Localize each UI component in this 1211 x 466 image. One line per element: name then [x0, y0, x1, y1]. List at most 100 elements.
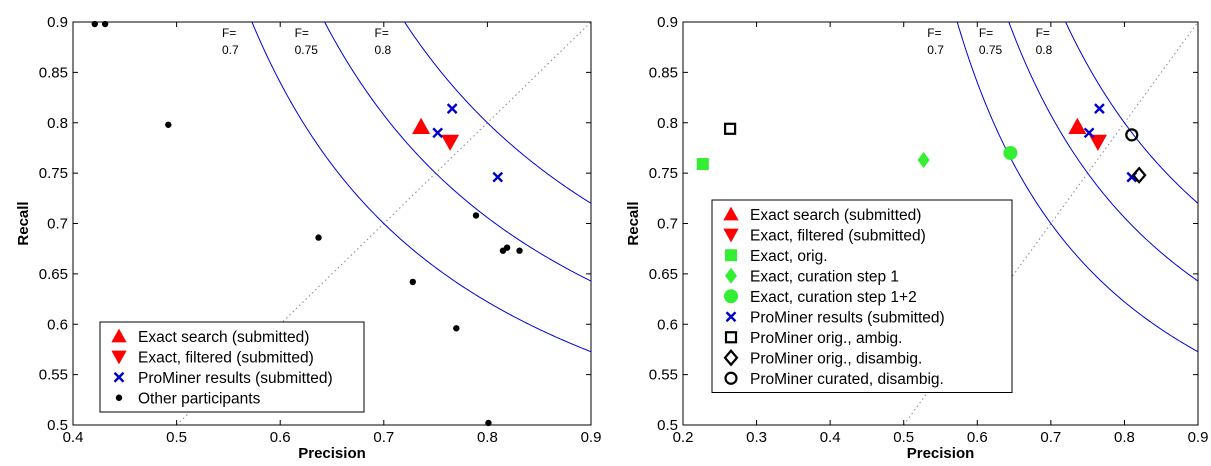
data-point	[917, 152, 930, 169]
x-tick-label: 0.5	[893, 429, 914, 446]
legend-label: Exact, curation step 1+2	[750, 289, 917, 306]
y-tick-label: 0.75	[649, 165, 678, 182]
data-point	[503, 244, 511, 251]
legend-label: Exact, curation step 1	[750, 268, 899, 285]
x-tick-label: 0.6	[270, 429, 291, 446]
x-tick-label: 0.8	[477, 429, 498, 446]
y-axis-label: Recall	[15, 201, 32, 245]
data-point	[101, 20, 109, 28]
data-point	[485, 419, 492, 427]
y-tick-label: 0.6	[47, 316, 68, 333]
data-point	[91, 20, 98, 28]
x-tick-label: 0.9	[581, 429, 602, 446]
data-point	[1003, 145, 1018, 160]
f-curve-0.75	[324, 22, 591, 282]
f-label: F=	[375, 26, 389, 40]
y-tick-label: 0.65	[39, 266, 68, 283]
y-tick-label: 0.8	[657, 115, 678, 132]
right-scatter-chart: F= 0.7 F= 0.75 F= 0.8 0.2 0.3 0.4 0.5 0.6 0.7 0.8 0.9…	[625, 14, 1208, 462]
data-point	[441, 134, 460, 151]
legend-label: Exact search (submitted)	[138, 329, 309, 346]
x-tick-label: 0.6	[967, 429, 988, 446]
x-tick-label: 0.7	[373, 429, 394, 446]
legend-marker	[724, 289, 738, 304]
legend-label: Exact search (submitted)	[750, 207, 921, 224]
y-tick-label: 0.9	[47, 14, 68, 31]
f-label-value: 0.75	[979, 43, 1003, 57]
data-point	[315, 234, 322, 241]
data-point	[446, 103, 458, 114]
f-label: F=	[927, 26, 941, 40]
legend-marker	[725, 311, 737, 323]
y-tick-label: 0.85	[649, 64, 678, 81]
data-point	[412, 117, 431, 134]
legend-marker	[723, 206, 739, 221]
f-label: F=	[295, 26, 309, 40]
legend-marker	[115, 394, 123, 401]
f-label-value: 0.8	[375, 43, 392, 57]
f-curve-0.8	[1065, 22, 1198, 204]
data-point	[1088, 134, 1107, 151]
data-point	[409, 278, 417, 286]
x-tick-label: 0.4	[820, 429, 841, 446]
f-label: F=	[1036, 26, 1050, 40]
data-point	[1131, 166, 1147, 184]
data-point	[165, 121, 172, 128]
legend-marker	[111, 328, 127, 343]
data-point	[472, 212, 480, 219]
legend-label: ProMiner orig., disambig.	[750, 350, 922, 367]
legend-label: Other participants	[138, 390, 261, 407]
legend-box	[711, 199, 1013, 393]
data-point	[723, 122, 737, 135]
y-tick-label: 0.8	[47, 115, 68, 132]
f-curve-0.7	[956, 22, 1198, 353]
y-tick-label: 0.7	[47, 216, 68, 233]
x-tick-label: 0.8	[1114, 429, 1135, 446]
left-scatter-chart: F=0.7F=0.75F=0.80.4 0.5 0.6 0.7 0.8 0.90.50.5…	[15, 14, 601, 462]
data-point	[432, 127, 444, 139]
data-point	[453, 325, 460, 332]
f-label-value: 0.8	[1036, 43, 1053, 57]
f-curve-0.75	[1008, 22, 1198, 282]
legend-marker	[111, 350, 127, 365]
y-tick-label: 0.55	[649, 367, 678, 384]
data-point	[1083, 127, 1095, 139]
y-tick-label: 0.9	[657, 14, 678, 31]
data-point	[1094, 103, 1105, 114]
legend-label: Exact, orig.	[750, 248, 828, 265]
f-label-value: 0.75	[295, 43, 319, 57]
y-tick-label: 0.5	[657, 417, 678, 434]
y-tick-label: 0.85	[39, 64, 68, 81]
legend-marker	[725, 249, 737, 262]
legend: Exact search (submitted) Exact, filtered …	[99, 321, 365, 413]
x-tick-label: 0.4	[63, 429, 84, 446]
y-axis-label: Recall	[625, 201, 642, 245]
legend-label: ProMiner results (submitted)	[138, 370, 333, 387]
x-tick-label: 0.5	[166, 429, 187, 446]
x-tick-label: 0.2	[673, 429, 694, 446]
legend-marker	[723, 349, 739, 367]
y-tick-label: 0.55	[39, 367, 68, 384]
data-point	[696, 158, 709, 171]
legend-label: ProMiner curated, disambig.	[750, 371, 944, 388]
legend-marker	[113, 371, 125, 383]
data-point	[492, 171, 504, 183]
legend-marker	[723, 228, 739, 243]
y-tick-label: 0.75	[39, 165, 68, 182]
x-axis-label: Precision	[298, 445, 366, 462]
legend-label: ProMiner results (submitted)	[750, 309, 945, 326]
y-tick-label: 0.5	[47, 417, 68, 434]
legend-marker	[725, 267, 737, 284]
legend-marker	[724, 331, 738, 344]
legend-label: ProMiner orig., ambig.	[750, 330, 902, 347]
f-curve-0.7	[251, 22, 591, 353]
x-tick-label: 0.7	[1040, 429, 1061, 446]
legend-label: Exact, filtered (submitted)	[750, 227, 926, 244]
x-axis-label: Precision	[907, 445, 975, 462]
x-tick-label: 0.3	[746, 429, 767, 446]
y-tick-label: 0.7	[657, 216, 678, 233]
f-label: F=	[222, 26, 236, 40]
f-curve-0.8	[404, 22, 591, 204]
legend-label: Exact, filtered (submitted)	[138, 349, 314, 366]
